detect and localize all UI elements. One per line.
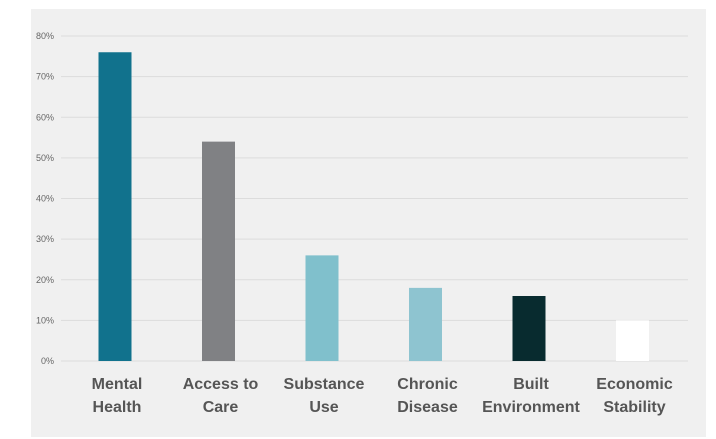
x-tick-label: Chronic xyxy=(397,376,458,393)
x-tick-label: Economic xyxy=(596,376,673,393)
x-tick-label: Environment xyxy=(482,399,580,416)
chart-card: 0% 10% 20% 30% 40% 50% 60% 70% 80% Mental Health A… xyxy=(31,9,706,437)
y-tick-label: 0% xyxy=(41,356,54,366)
bar-chart: 0% 10% 20% 30% 40% 50% 60% 70% 80% Mental Health A… xyxy=(36,31,688,416)
y-tick-label: 30% xyxy=(36,234,54,244)
y-tick-label: 10% xyxy=(36,315,54,325)
x-tick-label: Access to xyxy=(183,376,259,393)
y-tick-label: 20% xyxy=(36,275,54,285)
x-tick-label: Care xyxy=(203,399,239,416)
x-tick-label: Substance xyxy=(284,376,365,393)
y-tick-label: 80% xyxy=(36,31,54,41)
x-tick-label: Disease xyxy=(397,399,458,416)
y-axis-ticks: 0% 10% 20% 30% 40% 50% 60% 70% 80% xyxy=(36,31,54,366)
y-tick-label: 60% xyxy=(36,112,54,122)
bar xyxy=(512,296,546,361)
bars xyxy=(98,52,649,361)
y-tick-label: 50% xyxy=(36,153,54,163)
bar xyxy=(98,52,132,361)
x-axis-labels: Mental Health Access to Care Substance Use Chr… xyxy=(92,376,673,416)
x-tick-label: Use xyxy=(309,399,338,416)
gridlines xyxy=(61,35,688,362)
bar xyxy=(305,255,339,361)
bar xyxy=(616,320,649,361)
x-tick-label: Built xyxy=(513,376,549,393)
bar xyxy=(409,287,442,361)
y-tick-label: 70% xyxy=(36,72,54,82)
x-tick-label: Stability xyxy=(603,399,665,416)
x-tick-label: Health xyxy=(93,399,142,416)
x-tick-label: Mental xyxy=(92,376,143,393)
y-tick-label: 40% xyxy=(36,194,54,204)
bar xyxy=(202,141,235,361)
